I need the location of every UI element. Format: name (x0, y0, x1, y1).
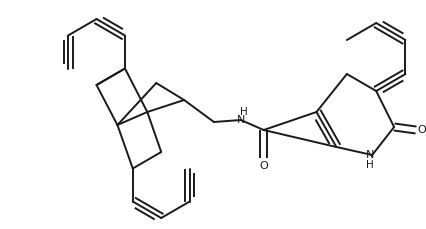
Text: N: N (236, 115, 245, 125)
Text: O: O (417, 125, 425, 135)
Text: N: N (365, 150, 374, 160)
Text: H: H (239, 107, 247, 117)
Text: O: O (259, 161, 268, 171)
Text: H: H (366, 160, 373, 170)
